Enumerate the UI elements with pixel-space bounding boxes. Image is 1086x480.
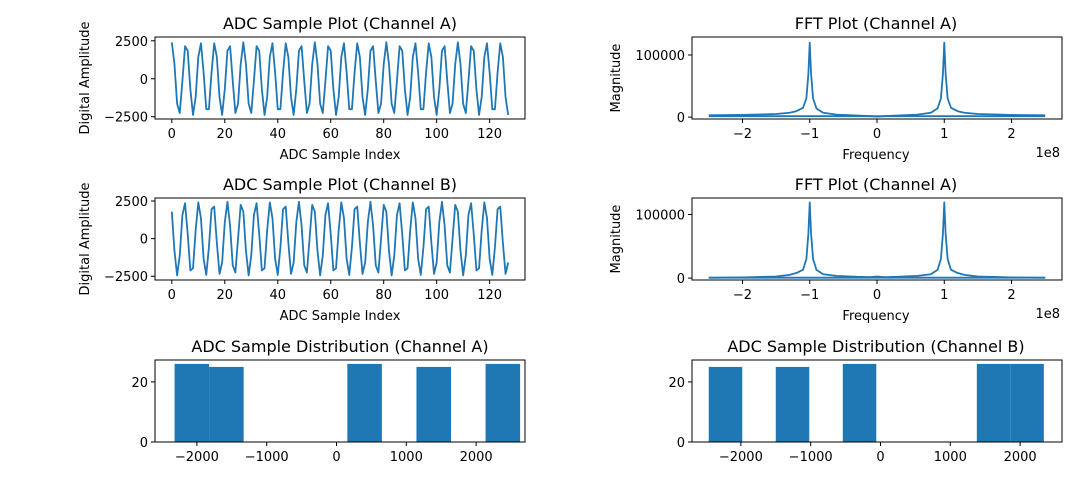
hist-b-xtick-label-4: 2000 — [1004, 450, 1037, 465]
fft-a-bottom-ytick-label-0: 0 — [677, 272, 685, 287]
hist-a-plot-area: −2000 −1000 0 1000 2000 0 20 — [131, 359, 526, 465]
adc-a-xtick-label-2: 40 — [269, 127, 286, 142]
fft-a-top-xtick-label-0: −2 — [733, 127, 752, 142]
hist-a-xtick-label-4: 2000 — [460, 450, 493, 465]
adc-a-plot-area: 0 20 40 60 80 100 120 −2500 0 2500 — [104, 35, 526, 142]
subplot-fft-channel-a-top: FFT Plot (Channel A) Frequency Magnitude… — [609, 14, 1063, 163]
hist-b-bar-0 — [708, 366, 743, 442]
adc-b-xtick-label-5: 100 — [424, 288, 449, 303]
adc-b-ylabel: Digital Amplitude — [78, 183, 93, 296]
hist-b-xtick-label-1: −1000 — [789, 450, 833, 465]
hist-b-bar-2 — [775, 366, 810, 442]
adc-a-ylabel: Digital Amplitude — [78, 22, 93, 135]
fft-a-top-ylabel: Magnitude — [609, 44, 624, 113]
fft-a-top-plot-area: −2 −1 0 1 2 0 100000 — [635, 36, 1063, 142]
subplot-adc-channel-a: ADC Sample Plot (Channel A) ADC Sample I… — [78, 14, 526, 163]
fft-a-bottom-xtick-label-2: 0 — [873, 288, 881, 303]
hist-b-bar-9 — [1010, 363, 1044, 442]
fft-a-bottom-ylabel: Magnitude — [609, 205, 624, 274]
hist-a-ytick-label-0: 0 — [140, 436, 148, 451]
adc-a-xtick-label-3: 60 — [322, 127, 339, 142]
adc-a-ytick-label-0: −2500 — [104, 111, 148, 126]
adc-b-xtick-label-4: 80 — [375, 288, 392, 303]
adc-a-xtick-label-1: 20 — [217, 127, 234, 142]
hist-a-axes-frame — [154, 359, 526, 443]
hist-b-xtick-label-3: 1000 — [934, 450, 967, 465]
fft-a-bottom-xtick-label-4: 2 — [1007, 288, 1015, 303]
fft-a-top-xtick-label-4: 2 — [1007, 127, 1015, 142]
hist-a-bar-9 — [485, 363, 521, 442]
hist-b-xtick-label-0: −2000 — [719, 450, 763, 465]
fft-a-top-series-line-0 — [708, 41, 1046, 118]
adc-a-xtick-label-5: 100 — [424, 127, 449, 142]
adc-a-xtick-label-6: 120 — [477, 127, 502, 142]
adc-a-ytick-label-2: 2500 — [115, 35, 148, 50]
adc-b-series-line-0 — [170, 200, 510, 277]
fft-a-top-ytick-label-0: 0 — [677, 111, 685, 126]
subplot-fft-channel-a-bottom: FFT Plot (Channel A) Frequency Magnitude… — [609, 175, 1063, 324]
adc-a-xtick-label-4: 80 — [375, 127, 392, 142]
hist-b-ytick-label-1: 20 — [668, 376, 685, 391]
fft-a-bottom-xtick-label-3: 1 — [940, 288, 948, 303]
fft-a-top-offset-text: 1e8 — [1035, 146, 1060, 161]
hist-b-title: ADC Sample Distribution (Channel B) — [727, 337, 1024, 356]
hist-a-bar-1 — [209, 366, 244, 442]
fft-a-top-xtick-label-2: 0 — [873, 127, 881, 142]
adc-b-xtick-label-3: 60 — [322, 288, 339, 303]
hist-a-xtick-label-3: 1000 — [390, 450, 423, 465]
adc-a-ytick-label-1: 0 — [140, 73, 148, 88]
subplot-hist-channel-a: ADC Sample Distribution (Channel A) −200… — [131, 337, 526, 465]
adc-a-xlabel: ADC Sample Index — [280, 148, 401, 163]
adc-a-title: ADC Sample Plot (Channel A) — [223, 14, 457, 33]
fft-a-top-ytick-label-1: 100000 — [635, 49, 685, 64]
adc-b-xlabel: ADC Sample Index — [280, 309, 401, 324]
hist-b-plot-area: −2000 −1000 0 1000 2000 0 20 — [668, 359, 1063, 465]
hist-a-title: ADC Sample Distribution (Channel A) — [191, 337, 488, 356]
adc-b-xtick-label-6: 120 — [477, 288, 502, 303]
adc-b-ytick-label-1: 0 — [140, 233, 148, 248]
fft-a-bottom-xlabel: Frequency — [842, 309, 909, 324]
adc-b-ytick-label-2: 2500 — [115, 195, 148, 210]
hist-a-ytick-label-1: 20 — [131, 376, 148, 391]
adc-a-axes-frame — [154, 36, 526, 120]
hist-b-ytick-label-0: 0 — [677, 436, 685, 451]
adc-b-plot-area: 0 20 40 60 80 100 120 −2500 0 2500 — [104, 195, 526, 303]
adc-b-xtick-label-1: 20 — [217, 288, 234, 303]
fft-a-bottom-xtick-label-1: −1 — [800, 288, 819, 303]
fft-a-bottom-axes-frame — [691, 197, 1063, 281]
hist-b-bar-8 — [976, 363, 1011, 442]
fft-a-bottom-offset-text: 1e8 — [1035, 307, 1060, 322]
hist-a-xtick-label-1: −1000 — [245, 450, 289, 465]
hist-a-bar-0 — [174, 363, 210, 442]
fft-a-bottom-title: FFT Plot (Channel A) — [795, 175, 957, 194]
fft-a-bottom-plot-area: −2 −1 0 1 2 0 100000 — [635, 197, 1063, 303]
fft-a-top-title: FFT Plot (Channel A) — [795, 14, 957, 33]
hist-a-bar-7 — [416, 366, 451, 442]
adc-a-xtick-label-0: 0 — [168, 127, 176, 142]
hist-b-bar-4 — [842, 363, 877, 442]
fft-a-bottom-series-line-0 — [708, 201, 1046, 279]
hist-a-xtick-label-2: 0 — [332, 450, 340, 465]
hist-a-bar-5 — [347, 363, 382, 442]
adc-b-xtick-label-2: 40 — [269, 288, 286, 303]
subplot-hist-channel-b: ADC Sample Distribution (Channel B) −200… — [668, 337, 1063, 465]
adc-b-xtick-label-0: 0 — [168, 288, 176, 303]
hist-a-xtick-label-0: −2000 — [175, 450, 219, 465]
fft-a-top-xtick-label-3: 1 — [940, 127, 948, 142]
adc-a-series-line-0 — [170, 41, 510, 116]
hist-b-xtick-label-2: 0 — [876, 450, 884, 465]
adc-b-ytick-label-0: −2500 — [104, 270, 148, 285]
fft-a-top-xlabel: Frequency — [842, 148, 909, 163]
adc-b-title: ADC Sample Plot (Channel B) — [223, 175, 457, 194]
fft-a-bottom-ytick-label-1: 100000 — [635, 209, 685, 224]
fft-a-top-axes-frame — [691, 36, 1063, 120]
hist-b-axes-frame — [691, 359, 1063, 443]
subplot-adc-channel-b: ADC Sample Plot (Channel B) ADC Sample I… — [78, 175, 526, 324]
fft-a-top-xtick-label-1: −1 — [800, 127, 819, 142]
fft-a-bottom-xtick-label-0: −2 — [733, 288, 752, 303]
